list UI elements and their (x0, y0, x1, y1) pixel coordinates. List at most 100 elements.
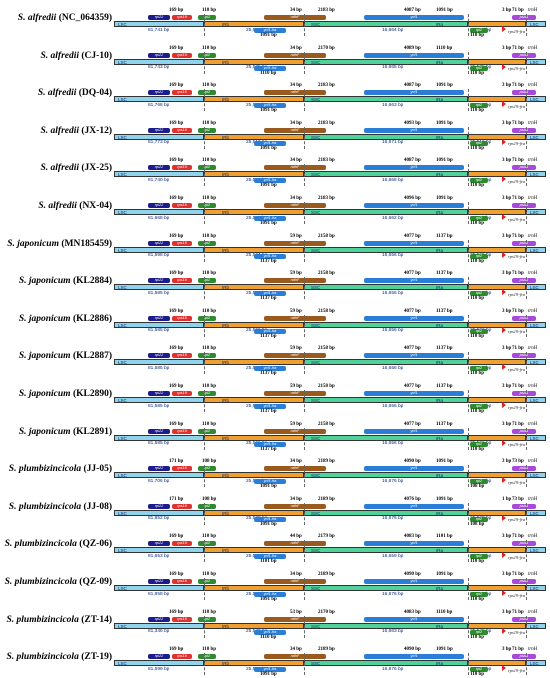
ssc-label: SSC (311, 473, 321, 479)
irb-region (204, 434, 304, 441)
rpl2-gene-ira: rpl2 (470, 328, 488, 334)
ycf1-ira-distance: 1091 bp (436, 158, 453, 164)
sample-code: (JJ-05) (81, 464, 113, 475)
species-name: S. alfredii (17, 13, 57, 23)
junction-line-jlb (204, 239, 205, 262)
ycf1-fragment: ycf1-fra (254, 253, 286, 259)
ssc-region (304, 660, 468, 667)
ira-lsc-distance: 3 bp (502, 271, 512, 277)
ira-lsc-distance: 1 bp (502, 496, 512, 502)
ycf1-gene: ycf1 (364, 391, 464, 396)
junction-line-jsa (468, 277, 469, 300)
ycf1-ssc-distance: 4089 bp (404, 45, 421, 51)
junction-line-jlb (204, 164, 205, 187)
irb-region (204, 58, 304, 65)
junction-line-jlb (204, 51, 205, 74)
junction-line-jlb (204, 314, 205, 337)
irb-region (204, 359, 304, 366)
genome-row: S. alfredii (JX-12) LSC IRb SSC IRa LSC 81,773… (0, 117, 550, 151)
rps19-fragment-marker (502, 552, 506, 559)
trnH-distance: 71 bp (512, 647, 524, 653)
junction-line-jsb (304, 578, 305, 600)
ssc-label: SSC (311, 510, 321, 516)
psbA-gene: psbA (512, 654, 536, 660)
species-label: S. japonicum (KL2887) (0, 351, 112, 361)
genome-row: S. plumbizincicola (QZ-06) LSC IRb SSC IRa LS… (0, 530, 550, 564)
junction-line-jlb (204, 390, 205, 412)
ssc-label: SSC (311, 285, 321, 291)
lsc-length: 81,585 bp (148, 441, 170, 447)
irb-region (204, 171, 304, 178)
trnH-gene-label: trnH (528, 271, 538, 277)
lsc-length: 81,585 bp (148, 365, 170, 371)
rps19-irb-distance: 169 bp (169, 8, 184, 13)
junction-line-jsa (468, 202, 469, 224)
irb-label: IRb (222, 22, 230, 27)
irb-region (204, 209, 304, 215)
ycf1-gene: ycf1 (364, 315, 464, 321)
genome-row: S. plumbizincicola (JJ-08) LSC IRb SSC IRa LS… (0, 493, 550, 527)
ycf1-gene: ycf1 (364, 541, 464, 547)
ssc-region (304, 133, 468, 140)
irb-region (204, 547, 304, 554)
lsc-label: LSC (118, 360, 127, 366)
ndhF-irb-distance: 34 bp (290, 496, 302, 502)
rps19-fragment-marker (502, 101, 506, 108)
ycf1-fragment-length: 1137 bp (260, 333, 277, 339)
irb-label: IRb (222, 398, 230, 403)
ndhF-length: 2179 bp (318, 534, 335, 540)
ycf1-gene: ycf1 (364, 353, 464, 359)
ssc-length: 16,656 bp (382, 403, 404, 409)
species-label: S. alfredii (CJ-10) (0, 51, 112, 61)
rpl2-gene: rpl2 (198, 15, 216, 20)
ssc-length: 16,663 bp (382, 102, 404, 108)
ira-region (468, 58, 526, 65)
psbA-gene: psbA (512, 127, 536, 133)
ira-region (468, 133, 526, 140)
rps19-gene: rps19 (172, 203, 192, 208)
junction-line-jsa (468, 615, 469, 638)
ycf1-ira-distance: 1101 bp (436, 534, 453, 540)
junction-line-jsa (468, 314, 469, 337)
rps19-irb-distance: 169 bp (169, 384, 184, 389)
junction-line-jsa (468, 89, 469, 112)
lsc-label: LSC (118, 623, 127, 629)
ssc-region (304, 96, 468, 103)
rps19-gene: rps19 (172, 428, 192, 434)
ycf1-fragment: ycf1-fra (254, 140, 286, 146)
psbA-gene: psbA (512, 90, 536, 96)
trnH-gene-label: trnH (528, 308, 538, 314)
rps19-gene: rps19 (172, 503, 192, 509)
ira-rpl2-distance: 110 bp (470, 559, 485, 565)
ssc-region (304, 397, 468, 403)
ycf1-gene: ycf1 (364, 127, 464, 133)
lsc-label: LSC (118, 285, 127, 291)
species-label: S. alfredii (NC_064359) (0, 13, 112, 23)
ycf1-fragment: ycf1-fra (254, 366, 286, 372)
ssc-region (304, 58, 468, 65)
rpl22-gene: rpl22 (148, 466, 170, 472)
lsc-label: LSC (118, 435, 127, 441)
junction-line-jlb (204, 89, 205, 112)
sample-code: (CJ-10) (79, 50, 112, 61)
lsc-end-label: LSC (530, 59, 539, 65)
junction-line-jla (526, 653, 527, 676)
species-label: S. japonicum (KL2884) (0, 276, 112, 286)
ycf1-fragment-length: 1137 bp (260, 409, 277, 414)
ycf1-fragment-length: 1137 bp (260, 258, 277, 264)
rpl2-gene: rpl2 (198, 579, 216, 584)
ssc-length: 16,659 bp (382, 553, 404, 559)
ndhF-irb-distance: 59 bp (290, 233, 302, 239)
ira-region (468, 622, 526, 629)
species-label: S. alfredii (JX-12) (0, 126, 112, 136)
ycf1-ssc-distance: 4096 bp (404, 196, 421, 201)
trnH-distance: 71 bp (512, 534, 524, 540)
irb-region (204, 246, 304, 253)
junction-line-jsb (304, 615, 305, 638)
psbA-gene: psbA (512, 315, 536, 321)
rpl22-gene: rpl22 (148, 353, 170, 359)
ira-lsc-distance: 3 bp (502, 233, 512, 239)
ycf1-gene: ycf1 (364, 654, 464, 660)
